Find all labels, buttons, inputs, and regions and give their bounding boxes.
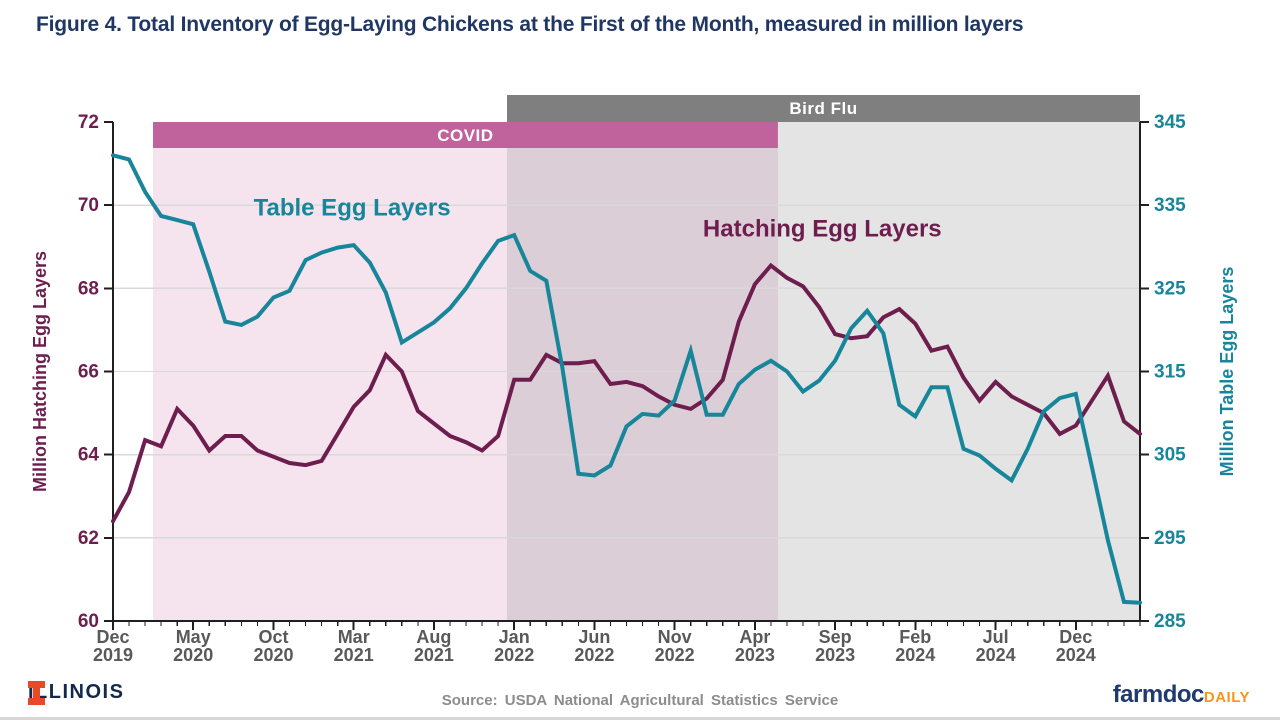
left-tick-label: 62	[78, 528, 99, 549]
illinois-block-i-icon	[28, 681, 45, 705]
left-tick-label: 64	[78, 445, 100, 466]
right-tick-label: 295	[1154, 528, 1186, 549]
covid-label: COVID	[437, 126, 493, 145]
x-tick-label: Jan	[499, 627, 530, 647]
left-tick-label: 60	[78, 611, 99, 632]
x-tick-label-year: 2021	[414, 645, 454, 665]
farmdoc-wordmark: farmdoc	[1112, 681, 1205, 708]
x-tick-label: Apr	[739, 627, 770, 647]
table-egg-layers-line	[111, 153, 1142, 605]
left-axis-title: Million Hatching Egg Layers	[30, 251, 50, 492]
x-tick-label-year: 2023	[735, 645, 775, 665]
series-label: Table Egg Layers	[254, 195, 451, 222]
x-tick-label: Jun	[578, 627, 610, 647]
x-tick-label: Nov	[658, 627, 692, 647]
farmdoc-daily-logo: farmdocDAILY	[1113, 681, 1250, 709]
x-tick-label-year: 2024	[1056, 645, 1096, 665]
right-tick-label: 345	[1154, 112, 1186, 133]
right-tick-label: 315	[1154, 362, 1186, 383]
figure-title: Figure 4. Total Inventory of Egg-Laying …	[36, 13, 1024, 36]
left-tick-label: 68	[78, 278, 99, 299]
x-tick-label: Oct	[258, 627, 288, 647]
left-tick-label: 72	[78, 112, 99, 133]
x-tick-label-year: 2024	[976, 645, 1016, 665]
x-tick-label-year: 2021	[334, 645, 374, 665]
source-credit: Source: USDA National Agricultural Stati…	[441, 692, 839, 709]
left-tick-label: 70	[78, 195, 99, 216]
x-tick-label: Dec	[1059, 627, 1092, 647]
right-axis-title: Million Table Egg Layers	[1217, 267, 1237, 477]
x-tick-label: May	[176, 627, 211, 647]
x-tick-label: Aug	[416, 627, 451, 647]
illinois-wordmark: ILLINOIS	[28, 681, 125, 703]
bird-flu-strip	[507, 95, 1140, 122]
illinois-logo: ILLINOIS	[28, 681, 125, 705]
left-tick-label: 66	[78, 362, 99, 383]
x-tick-label: Mar	[338, 627, 370, 647]
right-tick-label: 335	[1154, 195, 1186, 216]
right-tick-label: 305	[1154, 445, 1186, 466]
x-tick-label-year: 2022	[574, 645, 614, 665]
x-tick-label-year: 2022	[494, 645, 534, 665]
x-tick-label: Dec	[96, 627, 129, 647]
right-tick-label: 285	[1154, 611, 1186, 632]
right-tick-label: 325	[1154, 278, 1186, 299]
x-tick-label-year: 2022	[655, 645, 695, 665]
x-tick-label-year: 2020	[173, 645, 213, 665]
series-label: Hatching Egg Layers	[703, 215, 942, 242]
x-tick-label: Feb	[899, 627, 931, 647]
hatching-egg-layers-line	[111, 262, 1142, 524]
x-tick-label-year: 2019	[93, 645, 133, 665]
x-tick-label-year: 2020	[253, 645, 293, 665]
x-tick-label: Sep	[819, 627, 852, 647]
covid-strip	[153, 122, 778, 148]
daily-wordmark: DAILY	[1203, 689, 1250, 706]
bird-flu-label: Bird Flu	[789, 99, 857, 118]
x-tick-label-year: 2024	[895, 645, 935, 665]
x-tick-label: Jul	[983, 627, 1009, 647]
x-tick-label-year: 2023	[815, 645, 855, 665]
bottom-edge-divider	[0, 717, 1280, 720]
